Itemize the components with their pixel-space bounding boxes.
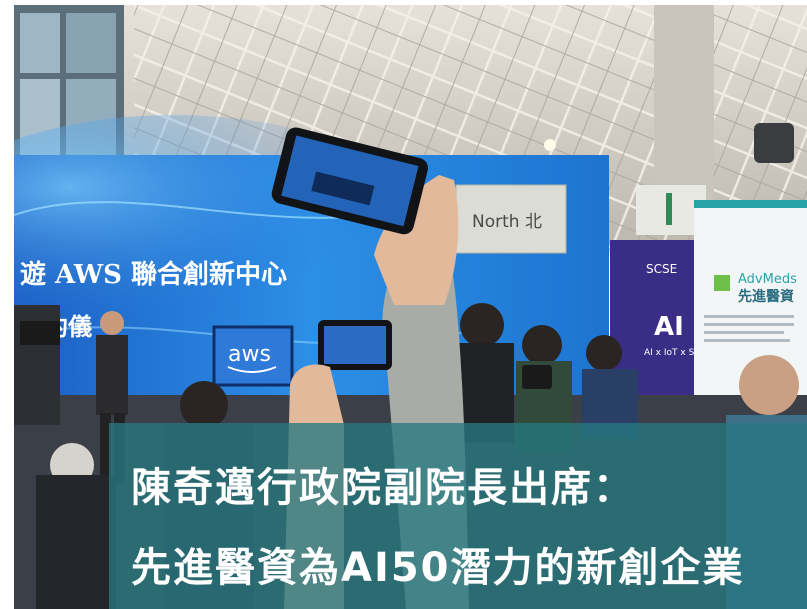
ceiling-lamp — [754, 123, 794, 163]
speaker — [96, 335, 128, 415]
caption-overlay: 陳奇邁行政院副院長出席： 先進醫資為AI50潛力的新創企業 — [109, 423, 807, 609]
north-sign — [455, 184, 567, 254]
phone-3 — [522, 365, 552, 389]
svg-text:North 北: North 北 — [472, 212, 542, 232]
svg-text:AI x IoT x Smar: AI x IoT x Smar — [644, 348, 713, 358]
svg-text:AdvMeds: AdvMeds — [738, 272, 797, 287]
svg-text:SCSE: SCSE — [646, 262, 677, 276]
caption-line-2: 先進醫資為AI50潛力的新創企業 — [131, 545, 745, 591]
svg-text:先進醫資: 先進醫資 — [738, 288, 794, 305]
backdrop-text-1: 遊 AWS 聯合創新中心 — [20, 259, 287, 290]
aws-logo: aws — [228, 342, 271, 367]
aws-screen — [212, 325, 294, 387]
caption-line-1: 陳奇邁行政院副院長出席： — [131, 465, 635, 511]
